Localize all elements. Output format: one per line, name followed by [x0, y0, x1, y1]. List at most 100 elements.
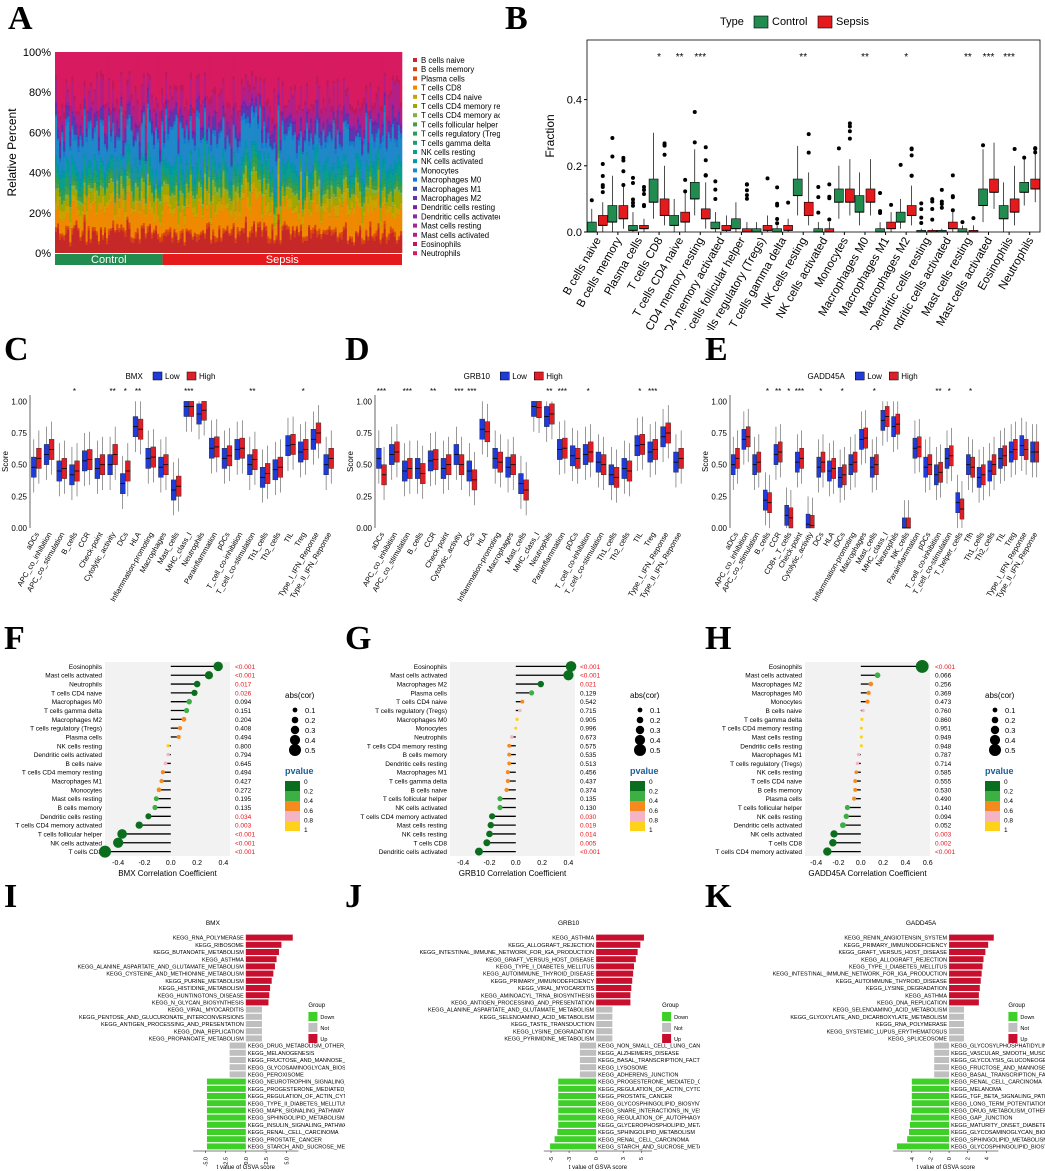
stack-segment: [69, 146, 72, 151]
stack-segment: [75, 179, 78, 182]
stack-segment: [59, 145, 62, 156]
stack-segment: [316, 119, 319, 124]
stack-segment: [179, 211, 182, 218]
stack-segment: [340, 134, 344, 145]
stack-segment: [83, 115, 86, 155]
stack-segment: [391, 186, 395, 191]
stack-segment: [161, 174, 164, 184]
stack-segment: [310, 52, 313, 105]
stack-segment: [361, 52, 364, 103]
stack-segment: [314, 170, 317, 174]
stack-segment: [318, 179, 321, 185]
stack-segment: [361, 206, 364, 210]
stack-segment: [204, 235, 207, 239]
stack-segment: [232, 76, 235, 80]
legend-label: NK cells activated: [421, 157, 483, 166]
stack-segment: [193, 184, 197, 190]
stack-segment: [371, 211, 374, 236]
significance-mark: *: [841, 387, 844, 396]
box-sepsis: [700, 208, 711, 220]
stack-segment: [122, 208, 125, 228]
stack-segment: [165, 175, 168, 178]
stack-segment: [193, 232, 197, 234]
stack-segment: [365, 165, 368, 171]
stack-segment: [328, 179, 331, 184]
stack-segment: [230, 52, 233, 116]
stack-segment: [308, 191, 311, 196]
stack-segment: [250, 175, 254, 184]
stack-segment: [173, 163, 176, 171]
stack-segment: [297, 176, 301, 183]
stack-segment: [116, 229, 119, 253]
stack-segment: [367, 240, 370, 253]
stack-segment: [191, 138, 195, 140]
stack-segment: [118, 198, 121, 202]
stack-segment: [152, 229, 156, 232]
stack-segment: [67, 89, 70, 93]
stack-segment: [255, 142, 258, 151]
stack-segment: [316, 115, 319, 120]
stack-segment: [73, 99, 76, 113]
stack-segment: [150, 238, 154, 253]
stack-segment: [65, 102, 68, 106]
stack-segment: [59, 142, 62, 146]
stack-segment: [165, 114, 168, 159]
stack-segment: [391, 120, 395, 124]
stack-segment: [263, 121, 266, 126]
stack-segment: [216, 147, 219, 175]
stack-segment: [214, 238, 217, 243]
stack-segment: [263, 107, 266, 109]
stack-segment: [261, 218, 264, 231]
stack-segment: [242, 151, 246, 161]
stack-segment: [183, 183, 186, 194]
stack-segment: [212, 113, 215, 116]
stack-segment: [277, 127, 280, 136]
stack-segment: [375, 124, 378, 132]
p-value: 0.195: [235, 796, 252, 803]
stack-segment: [234, 182, 237, 187]
stack-segment: [79, 240, 82, 253]
stack-segment: [128, 74, 131, 99]
stack-segment: [193, 198, 197, 202]
stack-segment: [355, 107, 358, 114]
stack-segment: [55, 75, 58, 79]
stack-segment: [201, 135, 205, 138]
stack-segment: [112, 183, 115, 192]
stack-segment: [379, 137, 382, 142]
stack-segment: [324, 136, 327, 137]
legend-label: T cells gamma delta: [421, 139, 491, 148]
stack-segment: [130, 177, 133, 182]
stack-segment: [250, 100, 254, 106]
stack-segment: [128, 114, 131, 118]
stack-segment: [212, 176, 215, 180]
outlier: [713, 187, 718, 192]
lollipop-dot: [915, 659, 929, 673]
stack-segment: [177, 155, 180, 184]
stack-segment: [130, 238, 133, 243]
stack-segment: [275, 237, 278, 241]
stack-segment: [189, 72, 193, 79]
stack-segment: [350, 176, 354, 184]
stack-segment: [289, 112, 293, 115]
stack-segment: [152, 111, 156, 128]
stack-segment: [155, 114, 158, 116]
significance-mark: ***: [1003, 52, 1015, 63]
legend-label: Macrophages M1: [421, 185, 481, 194]
stack-segment: [179, 234, 182, 239]
stack-segment: [140, 84, 144, 87]
stack-segment: [246, 52, 250, 81]
stack-segment: [112, 223, 115, 228]
stack-segment: [314, 133, 317, 137]
stack-segment: [365, 116, 368, 161]
stack-segment: [226, 166, 229, 172]
p-value: 0.369: [935, 690, 952, 697]
stack-segment: [67, 184, 70, 189]
stack-segment: [359, 133, 362, 137]
lollipop-dot: [488, 813, 496, 820]
p-value: 0.094: [235, 699, 252, 706]
stack-segment: [189, 163, 193, 168]
stack-segment: [277, 149, 280, 153]
stack-segment: [163, 107, 166, 129]
stack-segment: [122, 140, 125, 142]
